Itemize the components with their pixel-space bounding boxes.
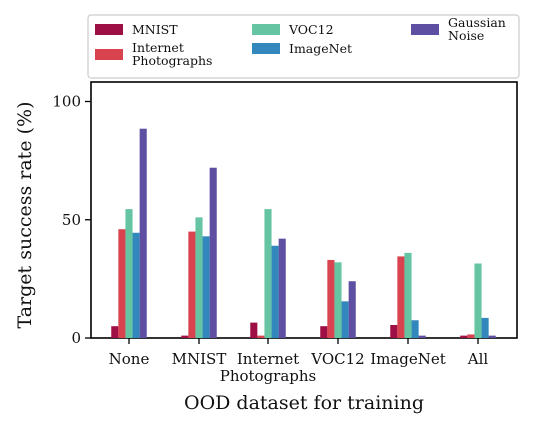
x-tick-label: MNIST	[172, 350, 227, 368]
bar	[209, 167, 217, 338]
bar	[341, 301, 349, 338]
x-tick-label: VOC12	[310, 350, 364, 368]
plot-frame	[90, 81, 518, 339]
y-axis-title: Target success rate (%)	[14, 102, 36, 329]
y-tick-label: 0	[71, 329, 81, 347]
legend-label: ImageNet	[289, 41, 352, 56]
bar	[132, 232, 140, 338]
legend-swatch	[252, 43, 280, 54]
x-axis-title: OOD dataset for training	[184, 392, 424, 414]
bar	[118, 229, 126, 338]
legend-swatch	[95, 24, 123, 35]
axes: 0 50 100 Target success rate (%) None MNIST In…	[14, 81, 518, 414]
legend: MNIST Internet Photographs VOC12 ImageNet Gau…	[87, 14, 520, 79]
bar	[467, 334, 475, 338]
bar	[250, 322, 258, 338]
legend-label: Gaussian Noise	[448, 15, 506, 43]
bar	[139, 128, 147, 338]
bar	[278, 238, 286, 338]
bar	[404, 252, 412, 338]
bar	[202, 236, 210, 338]
bar	[481, 317, 489, 338]
bar	[320, 326, 328, 338]
y-tick-label: 50	[62, 211, 81, 229]
legend-swatch	[252, 24, 280, 35]
bar	[411, 320, 419, 338]
bar	[390, 324, 398, 338]
y-tick-label: 100	[52, 93, 81, 111]
legend-swatch	[95, 49, 123, 60]
legend-label: VOC12	[288, 22, 334, 37]
x-tick-label: All	[467, 350, 489, 368]
x-tick-label: Internet Photographs	[220, 350, 317, 385]
bar	[334, 262, 342, 338]
bar	[181, 335, 189, 338]
bar	[397, 256, 405, 338]
legend-swatch	[411, 24, 439, 35]
bar	[125, 209, 133, 338]
legend-label: Internet Photographs	[132, 40, 212, 68]
bar	[327, 259, 335, 338]
bar	[264, 209, 272, 338]
x-tick-label: None	[109, 350, 150, 368]
bar	[474, 263, 482, 338]
bar	[257, 335, 265, 338]
bar	[195, 217, 203, 338]
bar	[188, 231, 196, 338]
x-tick-label: ImageNet	[370, 350, 446, 368]
bar	[418, 335, 426, 338]
bar	[348, 281, 356, 338]
bars	[111, 128, 496, 338]
legend-label: MNIST	[132, 22, 178, 37]
bar	[488, 335, 496, 338]
bar	[271, 245, 279, 338]
bar	[460, 335, 468, 338]
bar	[111, 326, 119, 338]
